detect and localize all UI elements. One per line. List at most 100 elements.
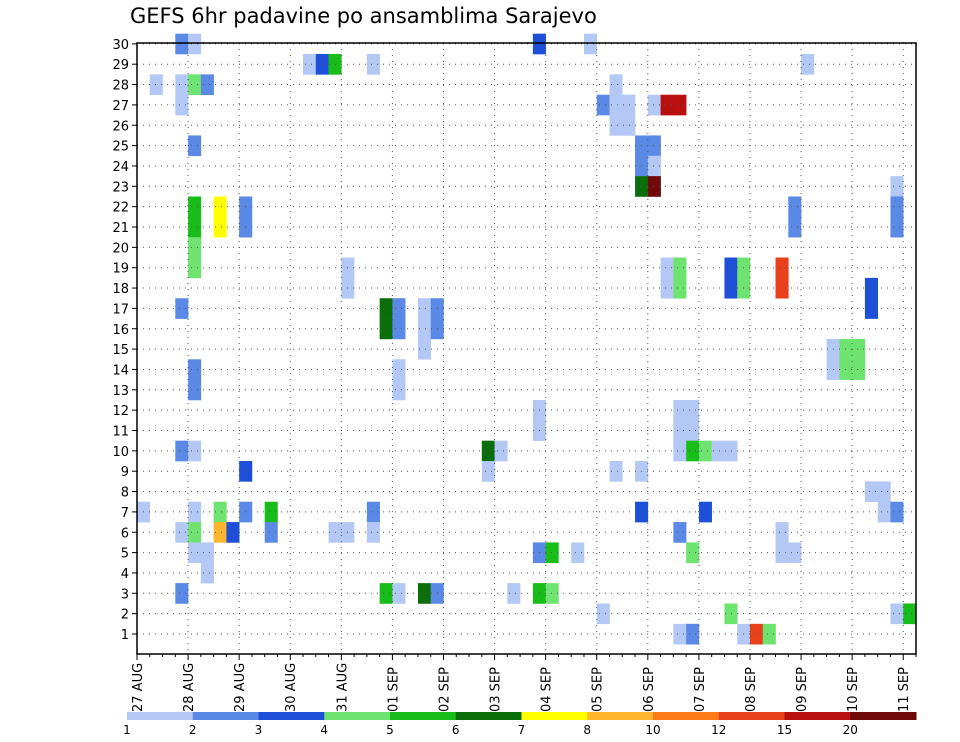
x-tick-label: 07 SEP [693,667,708,712]
heatmap-cell [609,94,623,116]
heatmap-cell [660,277,674,299]
heatmap-cell [788,542,802,564]
y-tick-label: 2 [121,608,129,623]
heatmap-cell [149,74,163,96]
chart-title: GEFS 6hr padavine po ansamblima Sarajevo [130,4,597,28]
heatmap-cell [622,94,636,116]
y-tick-label: 21 [112,221,129,236]
heatmap-cell [264,501,278,523]
heatmap-cell [609,115,623,136]
heatmap-cell [673,623,687,645]
colorbar-segment [127,712,194,720]
colorbar-segment [587,712,654,720]
heatmap-cell [417,318,432,340]
heatmap-cell [711,440,725,462]
x-tick-label: 30 AUG [284,663,299,712]
colorbar-label: 3 [255,723,263,737]
colorbar-label: 10 [645,723,660,737]
heatmap-cell [788,216,802,238]
heatmap-cell [852,338,866,360]
heatmap-cell [890,196,904,218]
heatmap-cell [724,277,738,299]
y-tick-label: 11 [112,425,129,440]
colorbar-label: 7 [518,723,526,737]
heatmap-cell [188,257,202,279]
y-tick-label: 16 [112,323,129,338]
heatmap-cell [749,623,764,645]
heatmap-cell [698,440,712,462]
y-tick-label: 24 [112,160,129,175]
heatmap-cell [596,603,610,625]
x-tick-label: 02 SEP [437,667,452,712]
heatmap-cell [213,216,227,238]
x-axis: 27 AUG 28 AUG 29 AUG 30 AUG 31 AUG 01 SEP 02 S… [131,654,917,712]
heatmap-cell [188,216,202,238]
colorbar-label: 4 [320,723,328,737]
heatmap-cell [315,54,329,75]
x-tick-label: 11 SEP [897,667,912,712]
heatmap-cell [188,33,202,55]
y-tick-label: 12 [112,404,129,419]
heatmap-cell [188,501,202,523]
x-tick-label: 05 SEP [591,667,606,712]
heatmap-cell [686,542,700,564]
heatmap-cell [188,196,202,218]
heatmap-cell [673,94,687,116]
cells-layer [137,33,917,645]
heatmap-cell [175,522,189,543]
heatmap-cell [392,379,406,401]
colorbar-label: 20 [843,723,858,737]
heatmap-cell [686,440,700,462]
heatmap-cell [660,257,674,279]
heatmap-cell [392,298,406,319]
colorbar-segment [258,712,325,720]
colorbar-segment [455,712,522,720]
x-tick-label: 29 AUG [233,663,248,712]
heatmap-cell [175,74,189,96]
colorbar-segment [192,712,259,720]
y-tick-label: 19 [112,262,129,277]
heatmap-cell [264,522,278,543]
heatmap-cell [188,74,202,96]
heatmap-cell [200,562,214,584]
y-tick-label: 6 [121,526,129,541]
heatmap-cell [200,542,214,564]
x-tick-label: 28 AUG [182,663,197,712]
colorbar-segment [784,712,851,720]
colorbar-segment [850,712,917,720]
heatmap-cell [673,399,687,421]
y-tick-label: 4 [121,567,129,582]
y-tick-label: 5 [121,547,129,562]
x-tick-label: 31 AUG [335,663,350,712]
heatmap-cell [673,522,687,543]
heatmap-cell [481,461,495,482]
colorbar-label: 15 [777,723,792,737]
heatmap-cell [494,440,508,462]
heatmap-cell [724,603,738,625]
heatmap-cell [788,196,802,218]
heatmap-cell [686,420,700,441]
y-tick-label: 23 [112,180,129,195]
x-tick-label: 04 SEP [540,667,555,712]
heatmap-cell [175,440,189,462]
heatmap-cell [175,33,189,55]
y-tick-label: 30 [112,38,129,53]
heatmap-cell [673,277,687,299]
heatmap-cell [188,359,202,380]
y-tick-label: 10 [112,445,129,460]
x-tick-label: 10 SEP [846,667,861,712]
y-tick-label: 26 [112,119,129,134]
colorbar: 1 2 3 4 5 6 7 8 10 12 15 20 [123,712,917,737]
heatmap-cell [864,481,878,503]
heatmap-cell [200,74,214,96]
heatmap-cell [188,542,202,564]
heatmap-cell [366,54,380,75]
colorbar-segment [390,712,457,720]
y-tick-label: 17 [112,302,129,317]
heatmap-cell [775,257,789,279]
heatmap-cell [366,522,380,543]
heatmap-cell [226,522,240,543]
heatmap-cell [775,522,789,543]
heatmap-cell [724,440,738,462]
plot-frame [136,42,917,655]
